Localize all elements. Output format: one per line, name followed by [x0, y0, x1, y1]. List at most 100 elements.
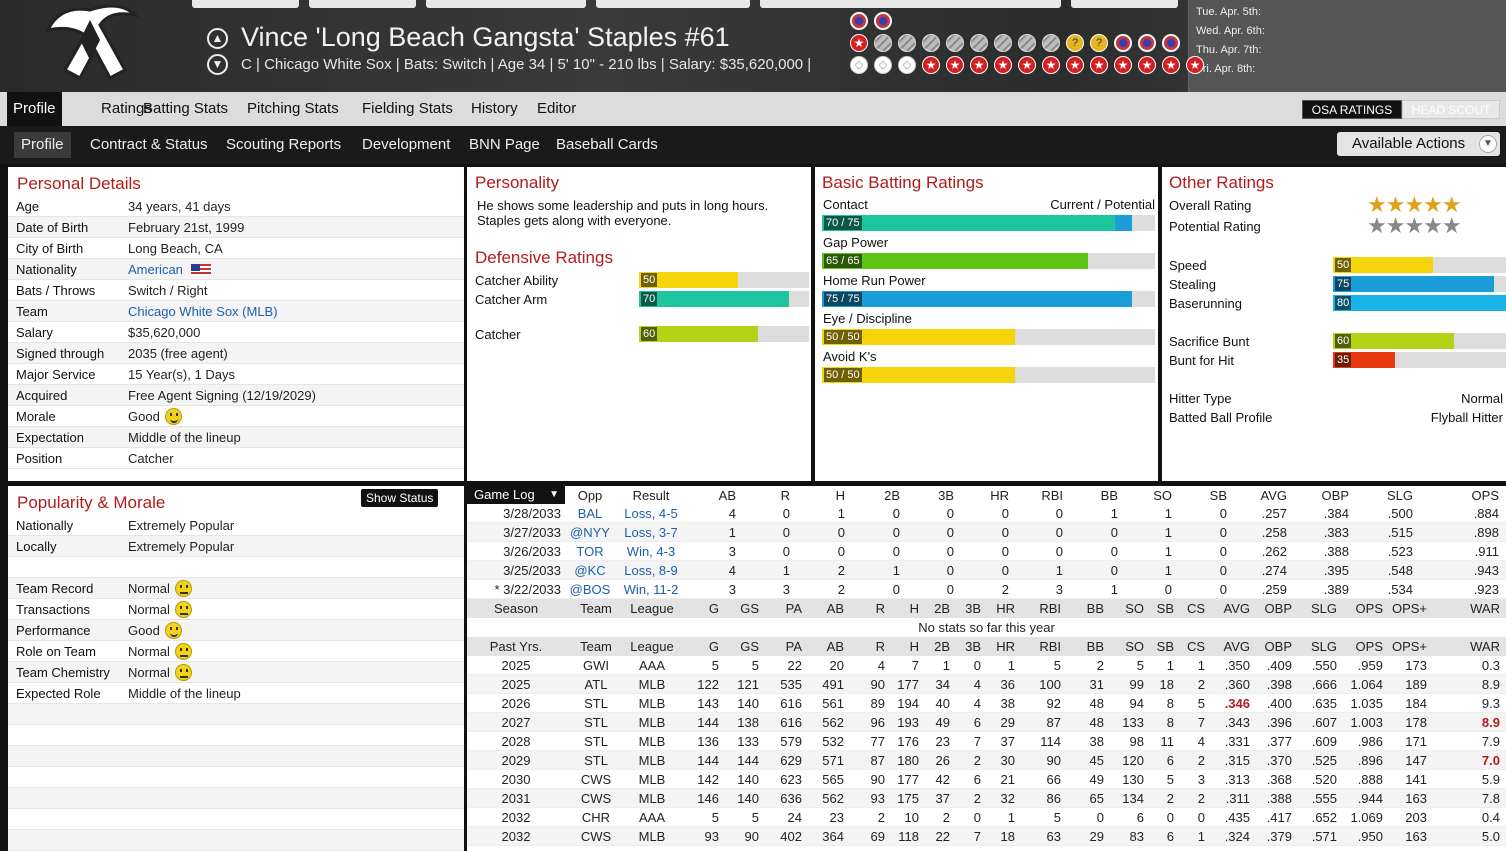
chevron-down-icon: ▼	[1479, 135, 1497, 153]
tab-profile[interactable]: Profile	[7, 92, 62, 126]
subtab-bnn-page[interactable]: BNN Page	[469, 136, 540, 153]
popularity-label: Nationally	[16, 518, 74, 533]
past-years-cell: 5.0	[1481, 829, 1500, 844]
past-years-cell: 146	[697, 791, 719, 806]
gamelog-cell[interactable]: TOR	[576, 544, 604, 559]
past-years-cell: 7.9	[1481, 734, 1500, 749]
past-years-cell: MLB	[638, 734, 666, 749]
past-years-cell: 143	[697, 696, 719, 711]
tab-batting-stats[interactable]: Batting Stats	[143, 100, 229, 117]
gamelog-cell[interactable]: BAL	[577, 506, 603, 521]
bar-fill	[639, 291, 789, 307]
available-actions-dropdown[interactable]: Available Actions ▼	[1337, 132, 1500, 156]
subtab-contract-status[interactable]: Contract & Status	[90, 136, 208, 153]
past-years-cell: 4	[973, 677, 981, 692]
popularity-row: Expected Role Middle of the lineup	[8, 683, 464, 704]
past-years-cell: 22	[787, 658, 802, 673]
header-button-2[interactable]	[309, 0, 416, 8]
tab-pitching-stats[interactable]: Pitching Stats	[247, 100, 339, 117]
past-years-cell: .409	[1266, 658, 1292, 673]
game-log-select-label: Game Log	[474, 487, 535, 502]
past-years-cell: 7	[1197, 715, 1205, 730]
bar-value: 75	[1335, 277, 1352, 291]
show-status-button[interactable]: Show Status	[361, 489, 439, 507]
gamelog-cell[interactable]: @KC	[574, 563, 606, 578]
gamelog-cell[interactable]: @BOS	[569, 582, 611, 597]
season-header: League	[630, 601, 674, 616]
popularity-value: Normal	[128, 599, 192, 620]
subtab-profile[interactable]: Profile	[14, 132, 71, 158]
gamelog-cell[interactable]: Loss, 3-7	[624, 525, 678, 540]
tab-fielding-stats[interactable]: Fielding Stats	[362, 100, 453, 117]
gamelog-cell: 0	[892, 506, 900, 521]
past-years-cell: 140	[737, 791, 759, 806]
past-years-cell: .315	[1224, 753, 1250, 768]
season-header: PA	[785, 601, 802, 616]
header-button-3[interactable]	[426, 0, 586, 8]
past-years-cell: .398	[1266, 677, 1292, 692]
gamelog-header: Result	[632, 488, 670, 503]
next-player-chevron-down-icon[interactable]: ▼	[207, 54, 228, 75]
past-years-cell: .666	[1311, 677, 1337, 692]
past-years-cell: 69	[870, 829, 885, 844]
gamelog-cell[interactable]: Loss, 8-9	[624, 563, 678, 578]
batting-rating-bar: 75 / 75	[822, 291, 1155, 307]
personal-value[interactable]: American	[128, 262, 183, 277]
past-years-cell: .635	[1311, 696, 1337, 711]
tab-editor[interactable]: Editor	[537, 100, 577, 117]
head-scout-toggle[interactable]: HEAD SCOUT	[1402, 100, 1500, 119]
personal-details-panel: Personal Details Age 34 years, 41 days Dat…	[8, 167, 464, 481]
past-years-header: OPS	[1355, 639, 1383, 654]
header-button-1[interactable]	[192, 0, 299, 8]
current-potential-label: Current / Potential	[1050, 197, 1155, 212]
status-icon	[874, 34, 892, 52]
header-button-5[interactable]	[760, 0, 1061, 8]
past-years-cell: 10	[904, 810, 919, 825]
subtab-scouting-reports[interactable]: Scouting Reports	[226, 136, 342, 153]
previous-player-chevron-up-icon[interactable]: ▲	[207, 28, 228, 49]
past-years-cell: 90	[744, 829, 759, 844]
past-years-cell: 532	[822, 734, 844, 749]
subtab-development[interactable]: Development	[362, 136, 451, 153]
past-years-cell: 491	[822, 677, 844, 692]
tab-ratings[interactable]: Ratings	[101, 100, 152, 117]
past-years-cell: 2	[877, 810, 885, 825]
gamelog-cell[interactable]: @NYY	[570, 525, 610, 540]
popularity-row: Performance Good	[8, 620, 464, 641]
gamelog-cell: 1	[1164, 544, 1172, 559]
past-years-header: SLG	[1310, 639, 1337, 654]
gamelog-cell[interactable]: Loss, 4-5	[624, 506, 678, 521]
header-button-4[interactable]	[596, 0, 750, 8]
gamelog-row	[467, 523, 1506, 542]
past-years-header: SO	[1125, 639, 1144, 654]
popularity-row: Role on Team Normal	[8, 641, 464, 662]
gamelog-cell[interactable]: Win, 4-3	[626, 544, 676, 559]
past-years-cell: CWS	[580, 772, 612, 787]
game-log-select[interactable]: Game Log ▼	[467, 486, 565, 504]
past-years-cell: 6	[1166, 829, 1174, 844]
gamelog-cell: .395	[1323, 563, 1349, 578]
past-years-cell: 144	[697, 753, 719, 768]
tab-history[interactable]: History	[471, 100, 518, 117]
past-years-cell: 133	[737, 734, 759, 749]
header-button-6[interactable]	[1071, 0, 1178, 8]
gamelog-cell: 1	[728, 525, 736, 540]
defensive-ratings-title: Defensive Ratings	[475, 248, 613, 267]
season-header: RBI	[1039, 601, 1061, 616]
past-years-row	[467, 751, 1506, 770]
personal-value[interactable]: Chicago White Sox (MLB)	[128, 304, 278, 319]
subtab-baseball-cards[interactable]: Baseball Cards	[556, 136, 658, 153]
status-icon	[1042, 34, 1060, 52]
past-years-cell: 4	[877, 658, 885, 673]
past-years-header: 2B	[934, 639, 950, 654]
season-header: SB	[1156, 601, 1174, 616]
past-years-cell: 138	[737, 715, 759, 730]
gamelog-cell[interactable]: Win, 11-2	[623, 582, 679, 597]
status-icon	[898, 34, 916, 52]
past-years-cell: .360	[1224, 677, 1250, 692]
osa-ratings-toggle[interactable]: OSA RATINGS	[1302, 100, 1402, 119]
schedule-panel: Tue. Apr. 5th: Wed. Apr. 6th: Thu. Apr. …	[1188, 0, 1506, 92]
past-years-cell: 2025	[501, 677, 531, 692]
gamelog-cell: 1	[1164, 506, 1172, 521]
past-years-cell: .368	[1266, 772, 1292, 787]
